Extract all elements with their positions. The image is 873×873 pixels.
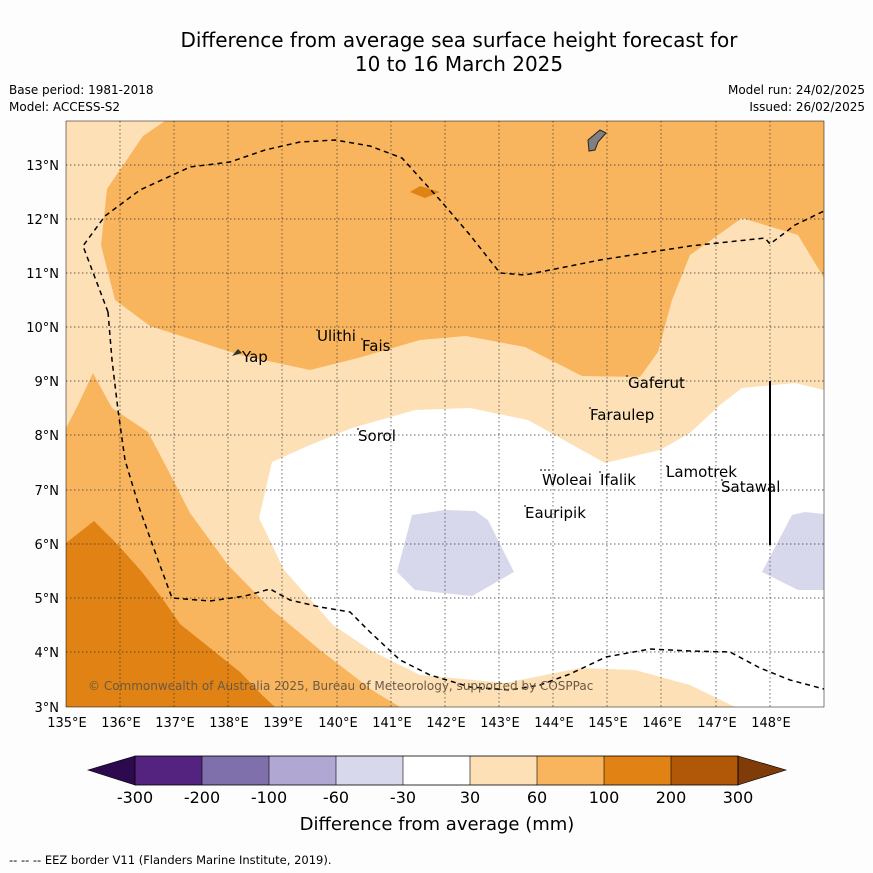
- colorbar-tick-100: 100: [589, 788, 620, 807]
- meta-right: Model run: 24/02/2025 Issued: 26/02/2025: [728, 82, 865, 116]
- place-label-ifalik: Ifalik: [600, 471, 636, 489]
- colorbar-tick-neg100: -100: [251, 788, 287, 807]
- colorbar-tick-200: 200: [656, 788, 687, 807]
- contour-neg60-neg30-central: [397, 510, 514, 596]
- place-label-eauripik: Eauripik: [525, 504, 586, 522]
- title-line-2: 10 to 16 March 2025: [354, 52, 564, 76]
- y-tick-3n: 3°N: [35, 701, 60, 716]
- title-line-1: Difference from average sea surface heig…: [180, 28, 738, 52]
- colorbar-swatch-neg200-neg100: [202, 756, 269, 785]
- contour-100-200-southwest: [66, 521, 275, 707]
- gridlines: [66, 121, 824, 707]
- x-tick-147e: 147°E: [697, 716, 737, 731]
- yap-landmass: [232, 349, 242, 356]
- colorbar-tick-neg200: -200: [184, 788, 220, 807]
- place-label-lamotrek: Lamotrek: [666, 463, 737, 481]
- x-tick-138e: 138°E: [209, 716, 249, 731]
- colorbar-swatch-200-300: [671, 756, 738, 785]
- place-label-yap: Yap: [241, 348, 268, 366]
- colorbar-swatch-neg100-neg60: [269, 756, 336, 785]
- y-tick-9n: 9°N: [35, 375, 60, 390]
- colorbar-label: Difference from average (mm): [300, 814, 575, 835]
- model-run: Model run: 24/02/2025: [727, 83, 865, 97]
- copyright-notice: © Commonwealth of Australia 2025, Bureau…: [88, 679, 593, 693]
- colorbar-tick-neg60: -60: [323, 788, 349, 807]
- x-tick-146e: 146°E: [642, 716, 682, 731]
- y-tick-8n: 8°N: [35, 429, 60, 444]
- model-name: Model: ACCESS-S2: [9, 100, 121, 114]
- colorbar: -300 -200 -100 -60 -30 30 60 100 200 300…: [86, 755, 788, 835]
- colorbar-swatch-60-100: [537, 756, 604, 785]
- y-tick-12n: 12°N: [26, 213, 59, 228]
- x-tick-148e: 148°E: [751, 716, 791, 731]
- contour-100-200-patch: [410, 186, 440, 198]
- colorbar-swatch-30-60: [470, 756, 537, 785]
- y-tick-13n: 13°N: [26, 159, 59, 174]
- x-tick-144e: 144°E: [534, 716, 574, 731]
- eez-border: [82, 139, 824, 691]
- colorbar-tick-60: 60: [527, 788, 547, 807]
- map-title: Difference from average sea surface heig…: [0, 28, 873, 76]
- place-label-woleai: Woleai: [542, 471, 592, 489]
- x-tick-139e: 139°E: [263, 716, 303, 731]
- y-tick-6n: 6°N: [35, 538, 60, 553]
- y-tick-10n: 10°N: [26, 321, 59, 336]
- place-label-sorol: Sorol: [358, 427, 396, 445]
- colorbar-swatch-neg30-30: [403, 756, 470, 785]
- map-area: Yap Ulithi Fais Gaferut Faraulep Sorol W…: [66, 121, 824, 707]
- place-label-faraulep: Faraulep: [590, 406, 654, 424]
- colorbar-extend-low: [86, 755, 136, 786]
- issued-date: Issued: 26/02/2025: [749, 100, 865, 114]
- colorbar-tick-neg300: -300: [117, 788, 153, 807]
- colorbar-swatch-100-200: [604, 756, 671, 785]
- x-tick-137e: 137°E: [155, 716, 195, 731]
- base-period: Base period: 1981-2018: [9, 83, 154, 97]
- y-tick-5n: 5°N: [35, 592, 60, 607]
- guam-landmass: [587, 129, 607, 152]
- place-label-gaferut: Gaferut: [628, 374, 685, 392]
- contour-neg60-neg30-east: [762, 512, 824, 590]
- island-dots: [316, 329, 723, 507]
- y-tick-11n: 11°N: [26, 267, 59, 282]
- place-label-ulithi: Ulithi: [317, 327, 356, 345]
- x-tick-135e: 135°E: [47, 716, 87, 731]
- x-tick-145e: 145°E: [588, 716, 628, 731]
- eez-footnote: -- -- -- EEZ border V11 (Flanders Marine…: [9, 853, 332, 867]
- x-tick-140e: 140°E: [318, 716, 358, 731]
- map-frame: [65, 120, 825, 708]
- x-tick-141e: 141°E: [372, 716, 412, 731]
- colorbar-extend-high: [737, 755, 788, 786]
- x-tick-142e: 142°E: [426, 716, 466, 731]
- colorbar-tick-30: 30: [460, 788, 480, 807]
- colorbar-swatch-neg60-neg30: [336, 756, 403, 785]
- y-tick-4n: 4°N: [35, 646, 60, 661]
- place-label-satawal: Satawal: [721, 478, 780, 496]
- x-tick-136e: 136°E: [101, 716, 141, 731]
- meta-left: Base period: 1981-2018 Model: ACCESS-S2: [9, 82, 154, 116]
- y-tick-7n: 7°N: [35, 484, 60, 499]
- colorbar-tick-300: 300: [723, 788, 754, 807]
- x-tick-143e: 143°E: [480, 716, 520, 731]
- place-label-fais: Fais: [362, 337, 391, 355]
- colorbar-tick-neg30: -30: [390, 788, 416, 807]
- colorbar-swatch-neg300-neg200: [135, 756, 202, 785]
